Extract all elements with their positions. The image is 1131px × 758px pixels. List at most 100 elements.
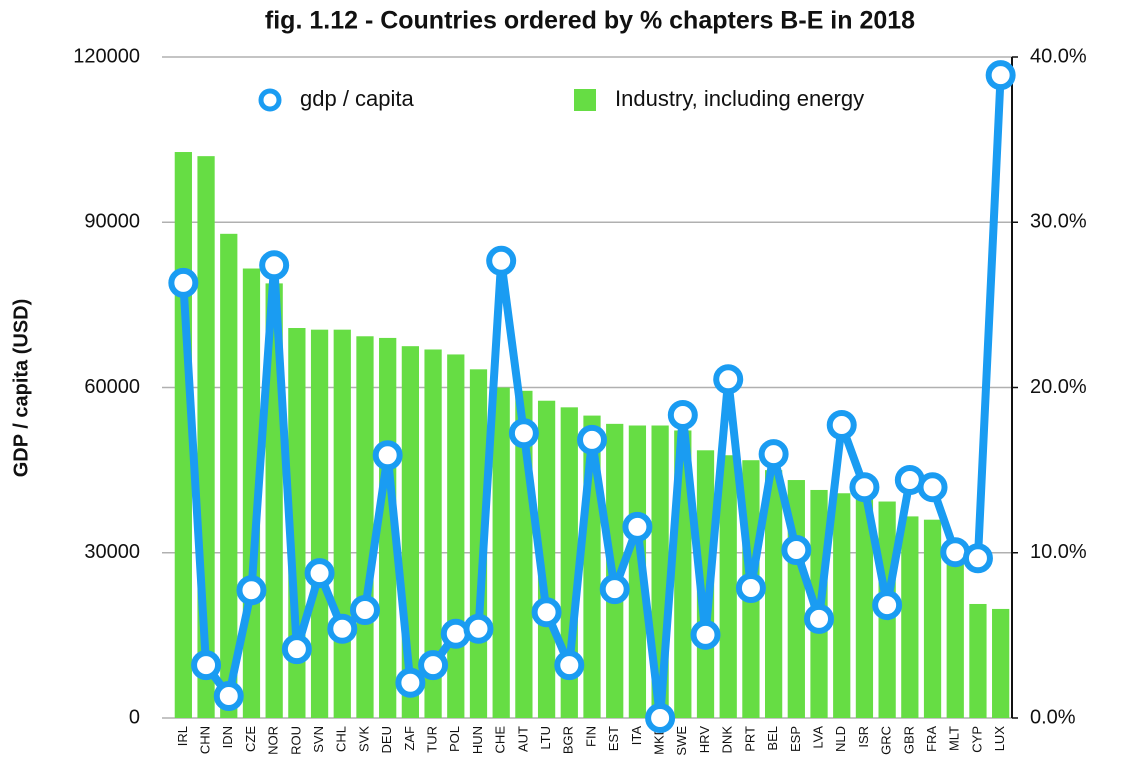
point-marker xyxy=(281,634,312,665)
point-marker xyxy=(849,472,880,503)
point-marker xyxy=(395,667,426,698)
bar xyxy=(833,493,851,718)
x-tick-label: MLT xyxy=(947,726,962,751)
point-marker xyxy=(690,619,721,650)
point-marker xyxy=(418,650,449,681)
y2-tick-label: 0.0% xyxy=(1030,706,1076,728)
x-tick-label: NOR xyxy=(266,726,281,755)
x-tick-label: PRT xyxy=(742,726,757,752)
bar xyxy=(447,354,465,718)
bar xyxy=(537,400,556,718)
point-marker xyxy=(304,558,335,589)
x-tick-label: MKD xyxy=(652,726,667,755)
point-marker xyxy=(463,613,494,644)
x-tick-label: CHL xyxy=(334,726,349,752)
bar xyxy=(969,603,987,718)
legend-label: gdp / capita xyxy=(300,86,415,111)
x-tick-label: NLD xyxy=(833,726,848,752)
y-tick-label: 60000 xyxy=(84,376,140,398)
y-tick-label: 120000 xyxy=(73,45,140,67)
bar xyxy=(333,329,351,718)
x-tick-label: GRC xyxy=(879,726,894,755)
x-tick-label: ISR xyxy=(856,726,871,748)
x-tick-label: DEU xyxy=(379,726,394,753)
bar xyxy=(764,470,783,718)
x-tick-label: TUR xyxy=(425,726,440,753)
x-tick-label: BGR xyxy=(561,726,576,754)
bar xyxy=(310,329,329,718)
point-marker xyxy=(213,680,244,711)
point-marker xyxy=(622,511,653,542)
bar xyxy=(628,425,647,718)
bar xyxy=(901,516,919,718)
x-tick-label: SVK xyxy=(356,726,371,752)
legend-marker xyxy=(258,88,282,112)
bar xyxy=(719,455,737,718)
x-tick-label: GBR xyxy=(901,726,916,754)
point-marker xyxy=(327,613,358,644)
x-tick-label: LUX xyxy=(992,726,1007,752)
x-tick-label: BEL xyxy=(765,726,780,751)
x-tick-label: ROU xyxy=(288,726,303,755)
point-marker xyxy=(826,409,857,440)
x-tick-label: SVN xyxy=(311,726,326,753)
legend-marker xyxy=(574,89,596,111)
y2-tick-label: 40.0% xyxy=(1030,45,1087,67)
legend-label: Industry, including energy xyxy=(615,86,864,111)
point-marker xyxy=(486,245,517,276)
y-tick-label: 0 xyxy=(129,706,140,728)
chart-title: fig. 1.12 - Countries ordered by % chapt… xyxy=(265,7,915,35)
bar xyxy=(220,233,238,718)
x-tick-label: SWE xyxy=(674,726,689,756)
y2-tick-label: 30.0% xyxy=(1030,211,1087,233)
point-marker xyxy=(645,703,676,733)
x-tick-label: ESP xyxy=(788,726,803,752)
y2-tick-label: 20.0% xyxy=(1030,376,1087,398)
x-tick-label: HRV xyxy=(697,726,712,754)
x-tick-label: ZAF xyxy=(402,726,417,751)
x-tick-label: ITA xyxy=(629,726,644,746)
x-tick-label: CHE xyxy=(493,726,508,754)
bar xyxy=(696,450,715,718)
point-marker xyxy=(804,603,835,634)
bar xyxy=(356,336,374,718)
point-marker xyxy=(531,597,562,628)
point-marker xyxy=(372,440,403,471)
bar xyxy=(855,496,874,718)
x-tick-label: LVA xyxy=(810,726,825,749)
y-axis-label: GDP / capita (USD) xyxy=(10,299,32,478)
y2-tick-label: 10.0% xyxy=(1030,541,1087,563)
point-marker xyxy=(236,575,267,606)
x-tick-label: CHN xyxy=(197,726,212,754)
point-marker xyxy=(349,595,380,626)
y-tick-label: 30000 xyxy=(84,541,140,563)
point-marker xyxy=(962,543,993,574)
x-tick-label: AUT xyxy=(515,726,530,752)
x-tick-label: DNK xyxy=(720,726,735,754)
x-tick-label: CZE xyxy=(243,726,258,752)
point-marker xyxy=(872,590,903,621)
x-tick-label: IDN xyxy=(220,726,235,748)
point-marker xyxy=(667,400,698,431)
x-tick-label: FRA xyxy=(924,726,939,752)
x-tick-label: HUN xyxy=(470,726,485,754)
point-marker xyxy=(758,439,789,470)
point-marker xyxy=(985,60,1016,91)
bar xyxy=(379,337,397,718)
x-tick-label: IRL xyxy=(175,726,190,746)
y-tick-label: 90000 xyxy=(84,211,140,233)
point-marker xyxy=(713,364,744,395)
x-tick-label: CYP xyxy=(969,726,984,753)
bar xyxy=(492,387,510,718)
bar xyxy=(424,349,442,718)
point-marker xyxy=(554,650,585,681)
point-marker xyxy=(259,250,290,281)
point-marker xyxy=(599,574,630,605)
bar xyxy=(992,608,1010,718)
point-marker xyxy=(917,472,948,503)
x-tick-label: POL xyxy=(447,726,462,752)
point-marker xyxy=(508,418,539,449)
x-tick-label: FIN xyxy=(583,726,598,747)
point-marker xyxy=(191,650,222,681)
